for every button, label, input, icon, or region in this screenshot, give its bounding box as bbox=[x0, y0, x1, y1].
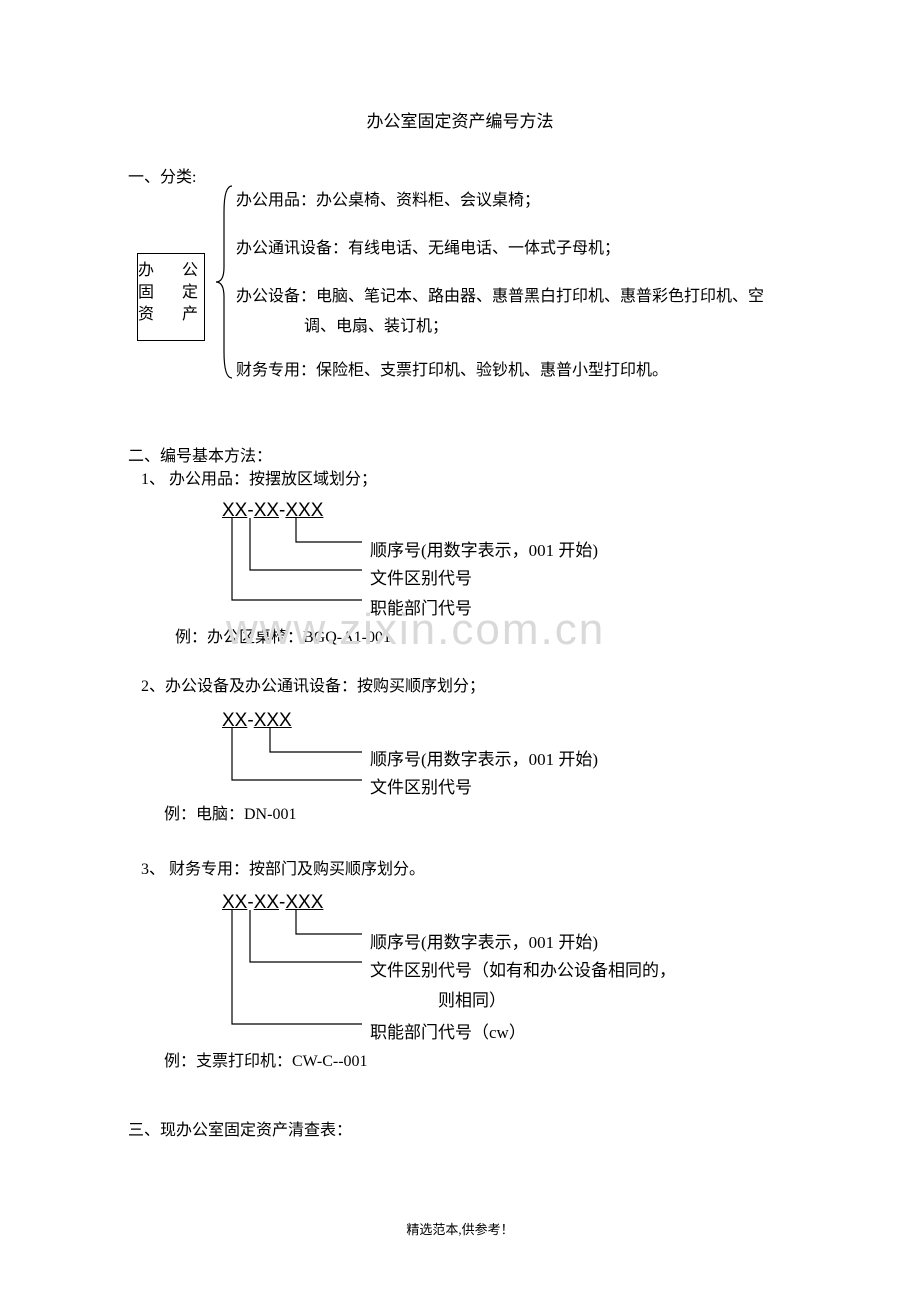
category-1: 办公用品：办公桌椅、资料柜、会议桌椅； bbox=[236, 190, 540, 212]
asset-box: 办 公 固 定 资 产 bbox=[137, 253, 205, 341]
category-4: 财务专用：保险柜、支票打印机、验钞机、惠普小型打印机。 bbox=[236, 360, 668, 382]
section2-item1-heading: 1、 办公用品：按摆放区域划分； bbox=[141, 465, 377, 489]
category-2: 办公通讯设备：有线电话、无绳电话、一体式子母机； bbox=[236, 238, 620, 260]
section1-heading: 一、分类: bbox=[128, 163, 196, 187]
format3-label-3: 职能部门代号（cw） bbox=[370, 1018, 526, 1043]
section2-item2-heading: 2、办公设备及办公通讯设备：按购买顺序划分； bbox=[141, 672, 485, 696]
format1-label-1: 顺序号(用数字表示，001 开始) bbox=[370, 536, 598, 561]
footer-text: 精选范本,供参考！ bbox=[0, 1219, 920, 1238]
format2-example: 例：电脑：DN-001 bbox=[164, 800, 296, 824]
format2-label-1: 顺序号(用数字表示，001 开始) bbox=[370, 745, 598, 770]
format3-label-2b: 则相同） bbox=[438, 986, 506, 1011]
category-3: 办公设备：电脑、笔记本、路由器、惠普黑白打印机、惠普彩色打印机、空 bbox=[236, 286, 764, 308]
box-line-1: 办 公 bbox=[138, 260, 204, 282]
box-line-2: 固 定 bbox=[138, 282, 204, 304]
section2-item3-heading: 3、 财务专用：按部门及购买顺序划分。 bbox=[141, 855, 425, 879]
section3-heading: 三、现办公室固定资产清查表： bbox=[128, 1116, 352, 1140]
format3-label-2: 文件区别代号（如有和办公设备相同的， bbox=[370, 956, 676, 981]
format2-lines bbox=[222, 728, 372, 788]
format3-label-1: 顺序号(用数字表示，001 开始) bbox=[370, 928, 598, 953]
format1-lines bbox=[222, 518, 372, 608]
format2-label-2: 文件区别代号 bbox=[370, 773, 472, 798]
watermark-text: www.zixin.com.cn bbox=[226, 605, 605, 655]
box-line-3: 资 产 bbox=[138, 304, 204, 326]
format1-label-2: 文件区别代号 bbox=[370, 564, 472, 589]
brace-icon bbox=[214, 182, 236, 382]
format3-lines bbox=[222, 910, 372, 1030]
section2-heading: 二、编号基本方法： bbox=[128, 442, 272, 466]
format3-example: 例：支票打印机：CW-C--001 bbox=[164, 1047, 368, 1071]
document-title: 办公室固定资产编号方法 bbox=[0, 107, 920, 132]
category-3b: 调、电扇、装订机； bbox=[304, 312, 448, 336]
